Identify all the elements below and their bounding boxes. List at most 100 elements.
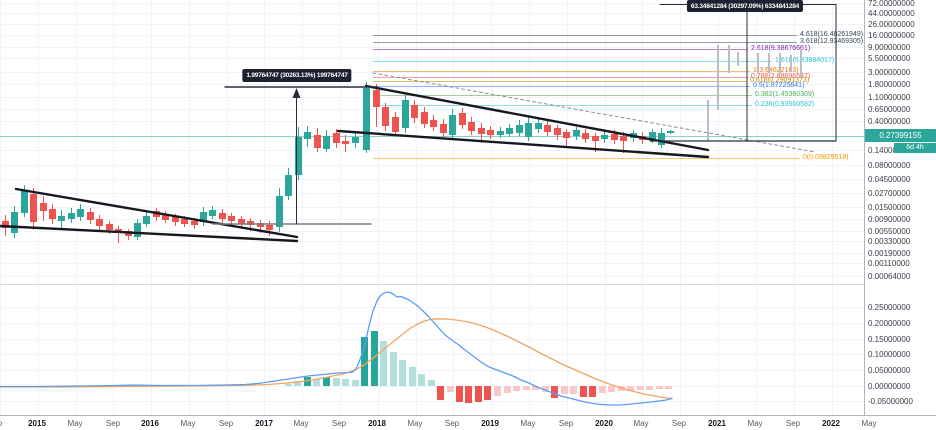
candle-body — [227, 216, 235, 221]
candle-body — [381, 107, 389, 126]
price-axis-label: 0.01500000 — [868, 202, 911, 212]
price-axis[interactable]: 72.00000000 44.00000000 26.00000000 16.0000… — [865, 0, 936, 415]
time-axis-year-label[interactable]: 2018 — [368, 419, 386, 428]
price-axis-label: 3.00000000 — [868, 67, 911, 77]
macd-histogram-bar — [522, 386, 530, 390]
candle-body — [477, 128, 485, 134]
time-axis-year-label[interactable]: 2017 — [255, 419, 273, 428]
candle-body — [86, 212, 94, 220]
time-axis-year-label[interactable]: 2021 — [708, 419, 726, 428]
fib-level-line[interactable] — [373, 77, 748, 78]
time-axis-year-label[interactable]: 2015 — [28, 419, 46, 428]
fib-level-line[interactable] — [373, 158, 800, 159]
fib-level-line[interactable] — [373, 81, 747, 82]
time-axis-month-label[interactable]: May — [861, 419, 877, 428]
ghost-projection-bar[interactable] — [728, 45, 730, 73]
time-axis-month-label[interactable]: Sep — [671, 419, 687, 428]
ghost-projection-bar[interactable] — [737, 52, 739, 66]
measurement-tooltip-fib[interactable]: 63.34841284 (30297.09%) 6334841284 — [686, 0, 804, 12]
time-axis-month-label[interactable]: Sep — [444, 419, 460, 428]
grid-hline — [0, 263, 864, 264]
time-axis-month-label[interactable]: Sep — [331, 419, 347, 428]
price-axis-label: 0.02700000 — [868, 188, 911, 198]
candle-body — [294, 137, 302, 175]
time-axis-border — [0, 415, 936, 416]
price-axis-border — [864, 0, 865, 430]
time-axis-month-label[interactable]: May — [747, 419, 763, 428]
ghost-projection-bar[interactable] — [800, 50, 802, 77]
fib-level-line[interactable] — [373, 61, 772, 62]
ghost-projection-bar[interactable] — [757, 53, 759, 73]
time-axis-year-label[interactable]: 2022 — [822, 419, 840, 428]
macd-histogram-bar — [455, 386, 463, 402]
fib-level-line[interactable] — [373, 86, 750, 87]
candle-body — [610, 134, 618, 140]
time-axis-year-label[interactable]: 2020 — [595, 419, 613, 428]
time-axis-month-label[interactable]: Sep — [218, 419, 234, 428]
price-axis-label: 0.14000000 — [868, 145, 911, 155]
ghost-projection-bar[interactable] — [779, 53, 781, 73]
candle-body — [619, 136, 627, 141]
time-axis-month-label[interactable]: May — [180, 419, 196, 428]
macd-histogram-bar — [341, 379, 349, 386]
candle-body — [391, 117, 399, 132]
fib-level-label: 4.618(16.48261949) — [800, 31, 864, 38]
grid-hline — [0, 401, 864, 402]
fib-level-line[interactable] — [373, 35, 797, 36]
fib-level-line[interactable] — [373, 95, 752, 96]
current-price-line — [0, 136, 864, 137]
time-axis-month-label[interactable]: May — [407, 419, 423, 428]
price-axis-label: 1.10000000 — [868, 92, 911, 102]
time-axis-year-label[interactable]: 2016 — [141, 419, 159, 428]
price-axis-label: 1.80000000 — [868, 79, 911, 89]
grid-hline — [0, 253, 864, 254]
countdown-badge: 6d 4h — [894, 142, 936, 153]
grid-hline — [0, 13, 864, 14]
candle-body — [372, 90, 380, 107]
price-axis-label: 0.00550000 — [868, 226, 911, 236]
macd-histogram-bar — [579, 386, 587, 397]
candle-body — [322, 136, 330, 149]
time-axis-month-label[interactable]: May — [633, 419, 649, 428]
time-axis-month-label[interactable]: May — [67, 419, 83, 428]
macd-histogram-bar — [389, 352, 397, 386]
candle-body — [171, 217, 179, 222]
grid-hline — [0, 47, 864, 48]
ghost-projection-bar[interactable] — [717, 45, 719, 110]
time-axis-month-label[interactable]: Sep — [558, 419, 574, 428]
fib-level-line[interactable] — [373, 49, 748, 50]
fib-level-label: 3.618(12.93469305) — [800, 38, 864, 45]
price-axis-label: 0.00190000 — [868, 248, 911, 258]
time-axis[interactable]: Sep 2015 May Sep 2016 May Sep 2017 May Sep 2018 May… — [0, 416, 936, 430]
candle-body — [534, 123, 542, 129]
macd-pane[interactable] — [0, 285, 864, 415]
time-axis-month-label[interactable]: May — [520, 419, 536, 428]
fib-level-line[interactable] — [373, 71, 750, 72]
macd-histogram-bar — [360, 337, 368, 386]
time-axis-year-label[interactable]: 2019 — [481, 419, 499, 428]
time-axis-month-label[interactable]: Sep — [0, 419, 2, 428]
price-axis-label: 9.00000000 — [868, 42, 911, 52]
macd-histogram-bar — [293, 381, 301, 386]
grid-hline — [0, 72, 864, 73]
fib-level-line[interactable] — [373, 42, 797, 43]
candle-body — [572, 130, 580, 136]
candle-body — [562, 132, 570, 138]
fib-level-line[interactable] — [373, 105, 752, 106]
time-axis-month-label[interactable]: Sep — [105, 419, 121, 428]
time-axis-month-label[interactable]: May — [293, 419, 309, 428]
time-axis-month-label[interactable]: Sep — [785, 419, 801, 428]
candle-body — [505, 128, 513, 134]
grid-hline — [0, 24, 864, 25]
measurement-tooltip-2017[interactable]: 1.99764747 (30263.13%) 199764747 — [242, 69, 352, 82]
price-axis-label: 72.00000000 — [868, 0, 915, 8]
pane-separator[interactable] — [0, 284, 936, 285]
price-axis-label: 26.00000000 — [868, 19, 915, 29]
grid-hline — [0, 207, 864, 208]
ghost-projection-bar[interactable] — [768, 53, 770, 73]
candle-body — [29, 194, 37, 222]
grid-hline — [0, 370, 864, 371]
ghost-projection-bar[interactable] — [790, 55, 792, 72]
ghost-projection-bar[interactable] — [707, 100, 709, 141]
